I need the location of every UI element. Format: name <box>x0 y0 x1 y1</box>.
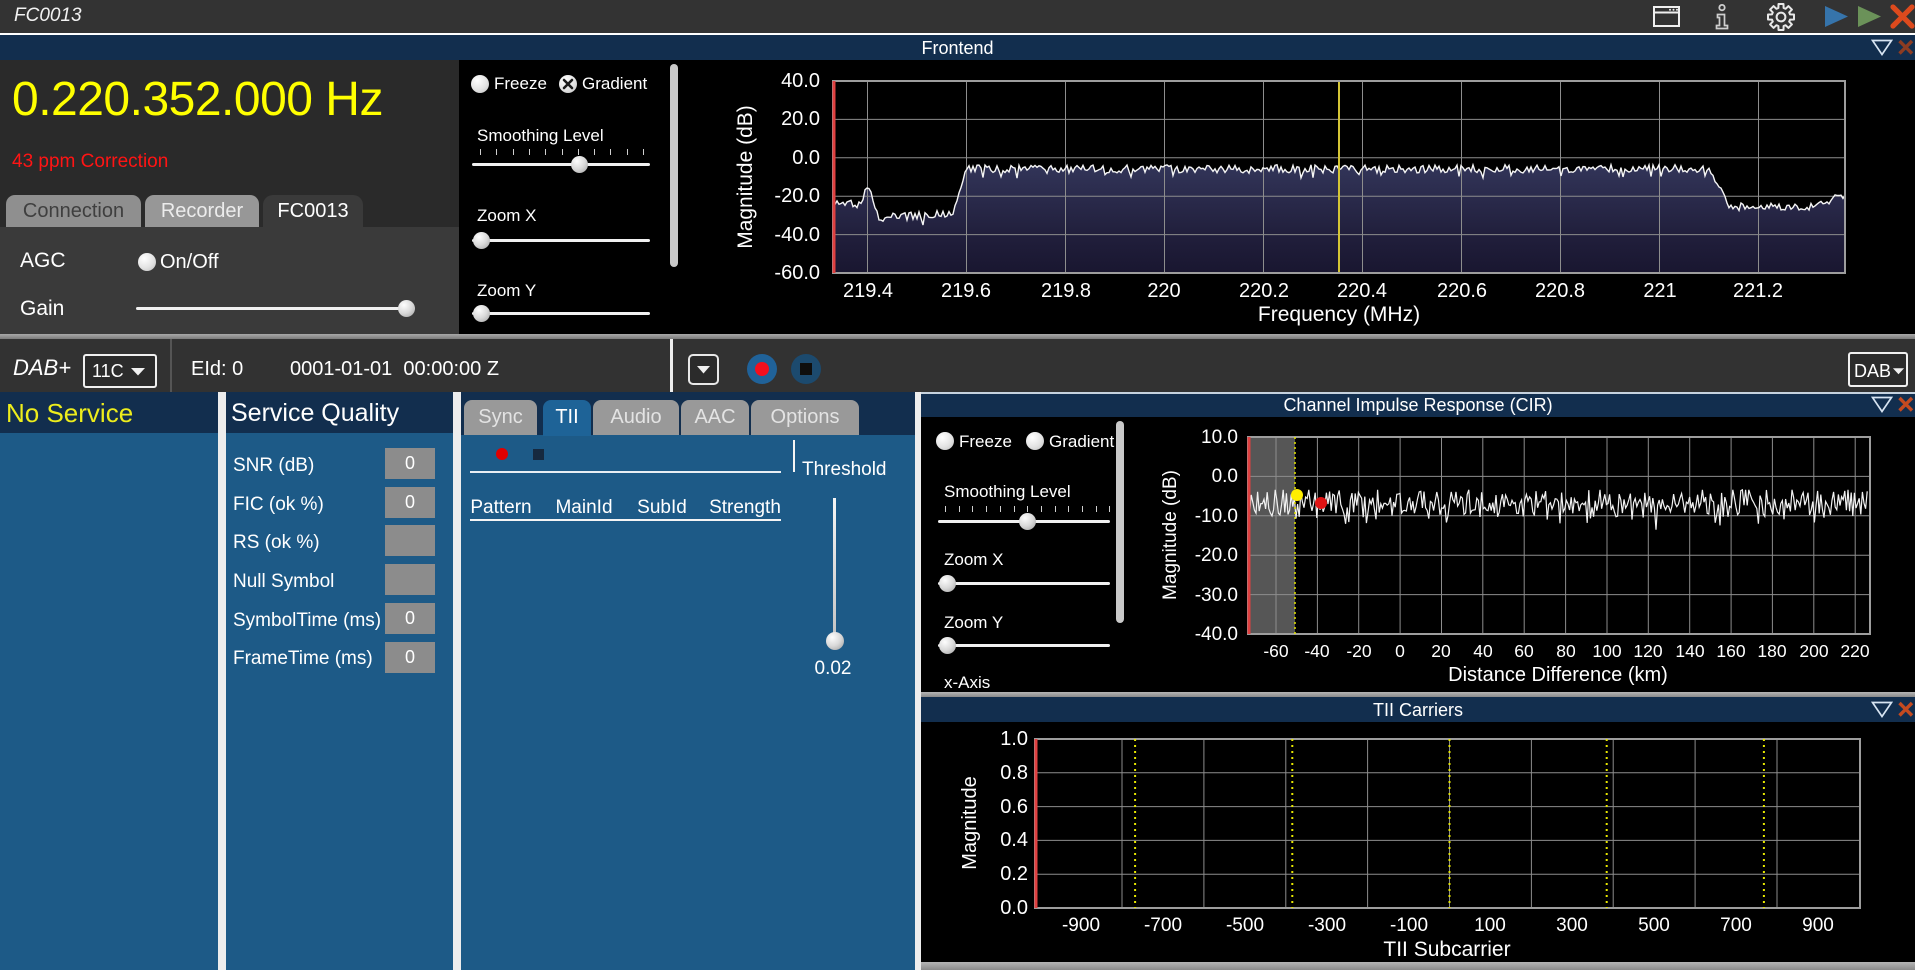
svg-text:220.8: 220.8 <box>1535 280 1585 302</box>
svg-text:220.6: 220.6 <box>1437 280 1487 302</box>
svg-text:Magnitude (dB): Magnitude (dB) <box>1160 470 1181 600</box>
svg-text:-30.0: -30.0 <box>1195 585 1238 606</box>
svg-text:-40.0: -40.0 <box>1195 624 1238 645</box>
svg-text:300: 300 <box>1556 915 1588 936</box>
svg-text:0.0: 0.0 <box>1000 897 1028 919</box>
svg-text:0: 0 <box>1395 641 1405 661</box>
svg-text:700: 700 <box>1720 915 1752 936</box>
svg-text:0.4: 0.4 <box>1000 829 1028 851</box>
svg-text:219.4: 219.4 <box>843 280 893 302</box>
svg-text:1.0: 1.0 <box>1000 728 1028 750</box>
svg-text:180: 180 <box>1757 641 1786 661</box>
svg-text:-40.0: -40.0 <box>774 224 820 246</box>
svg-text:100: 100 <box>1592 641 1621 661</box>
svg-text:220: 220 <box>1147 280 1180 302</box>
svg-text:220: 220 <box>1840 641 1869 661</box>
svg-text:120: 120 <box>1633 641 1662 661</box>
svg-text:0.2: 0.2 <box>1000 863 1028 885</box>
svg-text:-100: -100 <box>1390 915 1428 936</box>
svg-text:20.0: 20.0 <box>781 108 820 130</box>
svg-text:-20.0: -20.0 <box>774 185 820 207</box>
svg-text:TII Subcarrier: TII Subcarrier <box>1383 938 1510 961</box>
svg-text:220.2: 220.2 <box>1239 280 1289 302</box>
svg-text:40.0: 40.0 <box>781 70 820 92</box>
svg-text:-700: -700 <box>1144 915 1182 936</box>
svg-text:-60: -60 <box>1263 641 1289 661</box>
svg-text:-300: -300 <box>1308 915 1346 936</box>
svg-text:219.6: 219.6 <box>941 280 991 302</box>
svg-text:Frequency (MHz): Frequency (MHz) <box>1258 303 1420 326</box>
svg-text:221: 221 <box>1643 280 1676 302</box>
svg-text:Magnitude (dB): Magnitude (dB) <box>734 105 757 249</box>
svg-text:-10.0: -10.0 <box>1195 506 1238 527</box>
svg-text:20: 20 <box>1431 641 1451 661</box>
svg-text:60: 60 <box>1514 641 1534 661</box>
svg-text:140: 140 <box>1675 641 1704 661</box>
svg-text:220.4: 220.4 <box>1337 280 1387 302</box>
svg-text:900: 900 <box>1802 915 1834 936</box>
svg-text:Magnitude: Magnitude <box>959 776 981 869</box>
svg-text:0.6: 0.6 <box>1000 796 1028 818</box>
svg-text:-20: -20 <box>1346 641 1372 661</box>
svg-text:-500: -500 <box>1226 915 1264 936</box>
svg-text:500: 500 <box>1638 915 1670 936</box>
svg-text:0.8: 0.8 <box>1000 762 1028 784</box>
svg-text:Distance Difference (km): Distance Difference (km) <box>1448 664 1668 686</box>
svg-text:219.8: 219.8 <box>1041 280 1091 302</box>
svg-text:160: 160 <box>1716 641 1745 661</box>
svg-text:200: 200 <box>1799 641 1828 661</box>
svg-text:0.0: 0.0 <box>1212 466 1238 487</box>
svg-text:-900: -900 <box>1062 915 1100 936</box>
svg-text:80: 80 <box>1556 641 1576 661</box>
svg-text:-60.0: -60.0 <box>774 262 820 284</box>
svg-text:-40: -40 <box>1304 641 1330 661</box>
svg-text:100: 100 <box>1474 915 1506 936</box>
svg-text:-20.0: -20.0 <box>1195 545 1238 566</box>
svg-text:40: 40 <box>1473 641 1493 661</box>
svg-text:0.0: 0.0 <box>792 147 820 169</box>
svg-text:221.2: 221.2 <box>1733 280 1783 302</box>
svg-text:10.0: 10.0 <box>1201 427 1238 448</box>
